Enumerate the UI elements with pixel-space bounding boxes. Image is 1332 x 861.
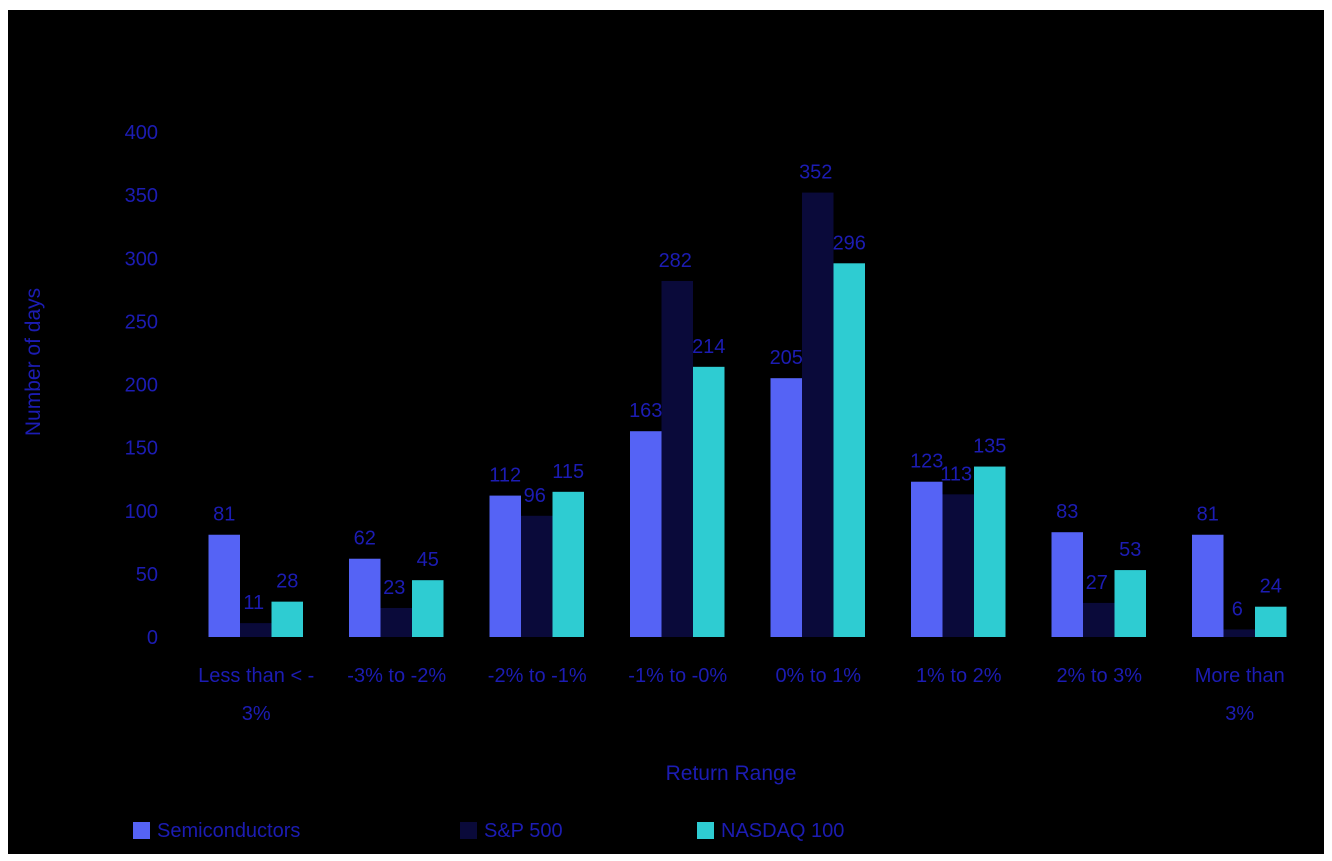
bar-data-label: 163 [629, 400, 662, 422]
bar [240, 623, 272, 637]
bars [208, 192, 1287, 637]
bar [974, 466, 1006, 637]
bar [1051, 532, 1083, 637]
legend-label: Semiconductors [157, 820, 300, 842]
bar-data-label: 28 [276, 571, 298, 593]
legend-swatch [133, 822, 150, 839]
y-tick-label: 200 [125, 375, 158, 397]
y-tick-label: 0 [147, 627, 158, 649]
y-tick-label: 400 [125, 122, 158, 144]
bar-data-label: 45 [417, 549, 439, 571]
y-tick-label: 50 [136, 564, 158, 586]
bar [208, 534, 240, 637]
bar-data-label: 83 [1056, 501, 1078, 523]
y-tick-label: 250 [125, 311, 158, 333]
x-tick-label-line: Less than < - [198, 665, 314, 687]
bar [630, 431, 662, 637]
bar [349, 558, 381, 637]
x-tick-label: More than 3% [1195, 665, 1285, 725]
x-axis-title: Return Range [666, 762, 797, 785]
bar-data-label: 81 [1197, 504, 1219, 526]
x-tick-label: -2% to -1% [488, 665, 587, 687]
bar-data-label: 113 [940, 463, 972, 485]
bar-data-label: 135 [973, 436, 1006, 458]
legend-label: NASDAQ 100 [721, 820, 844, 842]
bar [802, 192, 834, 637]
bar [942, 494, 974, 637]
bar-data-label: 96 [524, 485, 546, 507]
x-tick-label-line: More than [1195, 665, 1285, 687]
bar [770, 378, 802, 637]
x-axis-ticks: Less than < - 3% -3% to -2% -2% to -1% -1% t… [198, 665, 1285, 725]
bar-data-label: 81 [213, 504, 235, 526]
x-tick-label-line: 3% [242, 703, 271, 725]
bar-data-label: 352 [799, 162, 832, 184]
bar [412, 580, 444, 637]
x-tick-label-line: -1% to -0% [628, 665, 727, 687]
bar-data-label: 296 [833, 232, 866, 254]
y-tick-label: 350 [125, 185, 158, 207]
bar-data-label: 27 [1086, 572, 1108, 594]
bar [271, 601, 303, 637]
bar [693, 366, 725, 637]
bar-data-label: 282 [659, 250, 692, 272]
bar [661, 280, 693, 637]
legend: Semiconductors S&P 500 NASDAQ 100 [133, 820, 844, 842]
legend-swatch [697, 822, 714, 839]
bar [489, 495, 521, 637]
bar [1083, 602, 1115, 637]
x-tick-label-line: -2% to -1% [488, 665, 587, 687]
bar-data-label: 53 [1119, 539, 1141, 561]
bar-data-label: 62 [354, 528, 376, 550]
x-tick-label: -3% to -2% [347, 665, 446, 687]
bar-data-label: 11 [243, 592, 264, 614]
x-tick-label: Less than < - 3% [198, 665, 314, 725]
y-tick-label: 100 [125, 501, 158, 523]
legend-swatch [460, 822, 477, 839]
bar [1223, 629, 1255, 637]
y-axis-ticks: 0 50 100 150 200 250 300 350 400 [125, 122, 158, 649]
bar [552, 491, 584, 637]
x-tick-label-line: 3% [1225, 703, 1254, 725]
bar-data-label: 115 [552, 461, 584, 483]
bar [521, 515, 553, 637]
bar [1192, 534, 1224, 637]
bar [911, 481, 943, 637]
bar [1114, 570, 1146, 637]
bar-data-label: 23 [383, 577, 405, 599]
x-tick-label-line: 0% to 1% [775, 665, 861, 687]
x-tick-label-line: 1% to 2% [916, 665, 1002, 687]
bar-data-label: 214 [692, 336, 725, 358]
y-tick-label: 150 [125, 438, 158, 460]
legend-label: S&P 500 [484, 820, 563, 842]
bar-data-label: 123 [910, 451, 943, 473]
bar-data-label: 205 [770, 347, 803, 369]
bar-data-label: 24 [1260, 576, 1282, 598]
bar [833, 263, 865, 637]
x-tick-label-line: 2% to 3% [1056, 665, 1142, 687]
y-tick-label: 300 [125, 248, 158, 270]
x-tick-label: 2% to 3% [1056, 665, 1142, 687]
x-tick-label: 1% to 2% [916, 665, 1002, 687]
x-tick-label: -1% to -0% [628, 665, 727, 687]
x-tick-label-line: -3% to -2% [347, 665, 446, 687]
bar [380, 607, 412, 637]
bar [1255, 606, 1287, 637]
y-axis-title: Number of days [22, 288, 45, 436]
x-tick-label: 0% to 1% [775, 665, 861, 687]
bar-data-label: 112 [489, 465, 521, 487]
bar-data-label: 6 [1232, 598, 1243, 620]
